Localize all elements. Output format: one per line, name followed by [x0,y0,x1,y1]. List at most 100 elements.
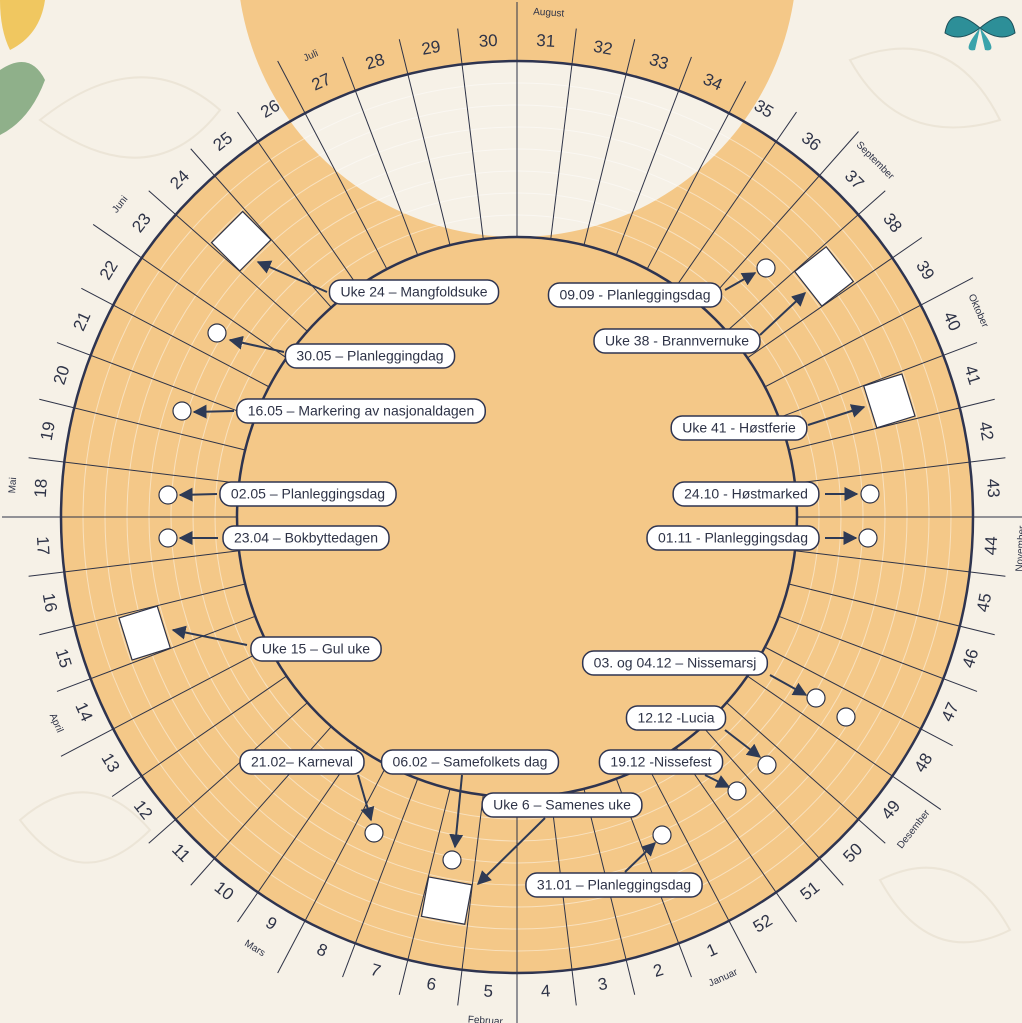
ring-outer [59,59,975,975]
day-marker [172,401,192,421]
event-label: 21.02– Karneval [251,754,353,770]
week-number: 42 [975,420,997,442]
week-number: 20 [50,363,74,387]
week-marker [118,605,172,661]
arrow [759,292,807,336]
week-number: 32 [592,37,614,59]
month-line [60,646,270,757]
event-label-box [593,328,761,354]
event-label-box [239,749,365,775]
arrow [724,272,757,291]
day-marker [858,528,878,548]
day-marker [158,485,178,505]
arrow [171,625,248,646]
event-label: 06.02 – Samefolkets dag [393,754,548,770]
event-label-box [525,872,703,898]
day-marker [757,755,777,775]
day-marker [836,707,856,727]
week-number: 29 [420,37,442,59]
week-number: 41 [961,363,985,387]
day-marker [860,484,880,504]
week-number: 15 [52,646,76,670]
week-number: 4 [540,981,551,1001]
event-label: 19.12 -Nissefest [610,754,711,770]
ring [61,0,973,973]
event-label-box [250,636,382,662]
event-label-box [625,705,727,731]
event-label-box [547,282,723,308]
month-line [702,131,859,308]
arrow [807,404,866,426]
arrow [228,335,285,353]
day-marker [727,781,747,801]
month-line [646,764,757,974]
month-label: Februar [467,1015,503,1023]
event-label: Uke 6 – Samenes uke [493,797,631,813]
week-number: 16 [39,592,61,614]
event-label: 24.10 - Høstmarked [684,486,808,502]
day-marker [442,850,462,870]
event-label: 23.04 – Bokbyttedagen [234,530,378,546]
corner-flower [0,0,45,50]
week-marker [793,245,855,307]
week-number: 31 [536,31,556,51]
week-number: 17 [33,536,53,556]
event-label: 16.05 – Markering av nasjonaldagen [248,403,475,419]
day-marker [207,323,227,343]
day-marker [806,688,826,708]
month-label: November [1014,525,1022,572]
month-line [764,277,974,388]
arrow [178,487,218,502]
event-label: 31.01 – Planleggingsdag [537,877,691,893]
week-number: 6 [425,974,438,994]
week-number: 18 [31,478,51,498]
month-line [92,224,287,359]
background-leaves [18,47,1012,944]
arrow [357,774,375,822]
week-number: 19 [37,420,59,442]
event-label-box [672,481,820,507]
event-label: 01.11 - Planleggingsdag [658,530,808,546]
event-label-box [222,525,390,551]
event-label-box [581,650,769,676]
event-label-box [670,415,808,441]
event-label-box [598,749,724,775]
arrow [704,774,731,788]
month-label: August [533,7,565,20]
week-number: 28 [363,50,387,74]
week-marker [210,210,272,272]
week-number: 46 [959,646,983,670]
week-number: 33 [647,50,671,74]
event-label: 02.05 – Planleggingsdag [231,486,385,502]
event-label: 09.09 - Planleggingsdag [559,287,710,303]
arrow [477,817,546,885]
arrow [192,404,235,419]
event-label: Uke 24 – Mangfoldsuke [340,284,487,300]
day-marker [364,823,384,843]
event-label-box [380,749,560,775]
day-marker [756,258,776,278]
week-number: 30 [478,31,498,51]
week-marker [862,373,916,429]
event-label-box [328,279,500,305]
month-line [747,675,942,810]
event-label: Uke 15 – Gul uke [262,641,370,657]
butterfly [944,16,1016,51]
month-line [277,60,388,270]
arrow [724,729,762,758]
day-marker [652,825,672,845]
month-line [277,764,388,974]
arrow [769,674,808,696]
event-label-box [481,792,643,818]
event-label-box [236,398,486,424]
event-label: Uke 41 - Høstferie [682,420,796,436]
arrow [256,260,328,293]
event-label: 30.05 – Planleggingdag [296,348,443,364]
corner-leaf [0,62,45,135]
month-label: Mai [7,477,19,494]
event-label-box [284,343,456,369]
week-number: 43 [983,478,1003,498]
arrow [624,842,657,873]
event-label: 03. og 04.12 – Nissemarsj [594,655,757,671]
week-number: 3 [596,974,609,994]
